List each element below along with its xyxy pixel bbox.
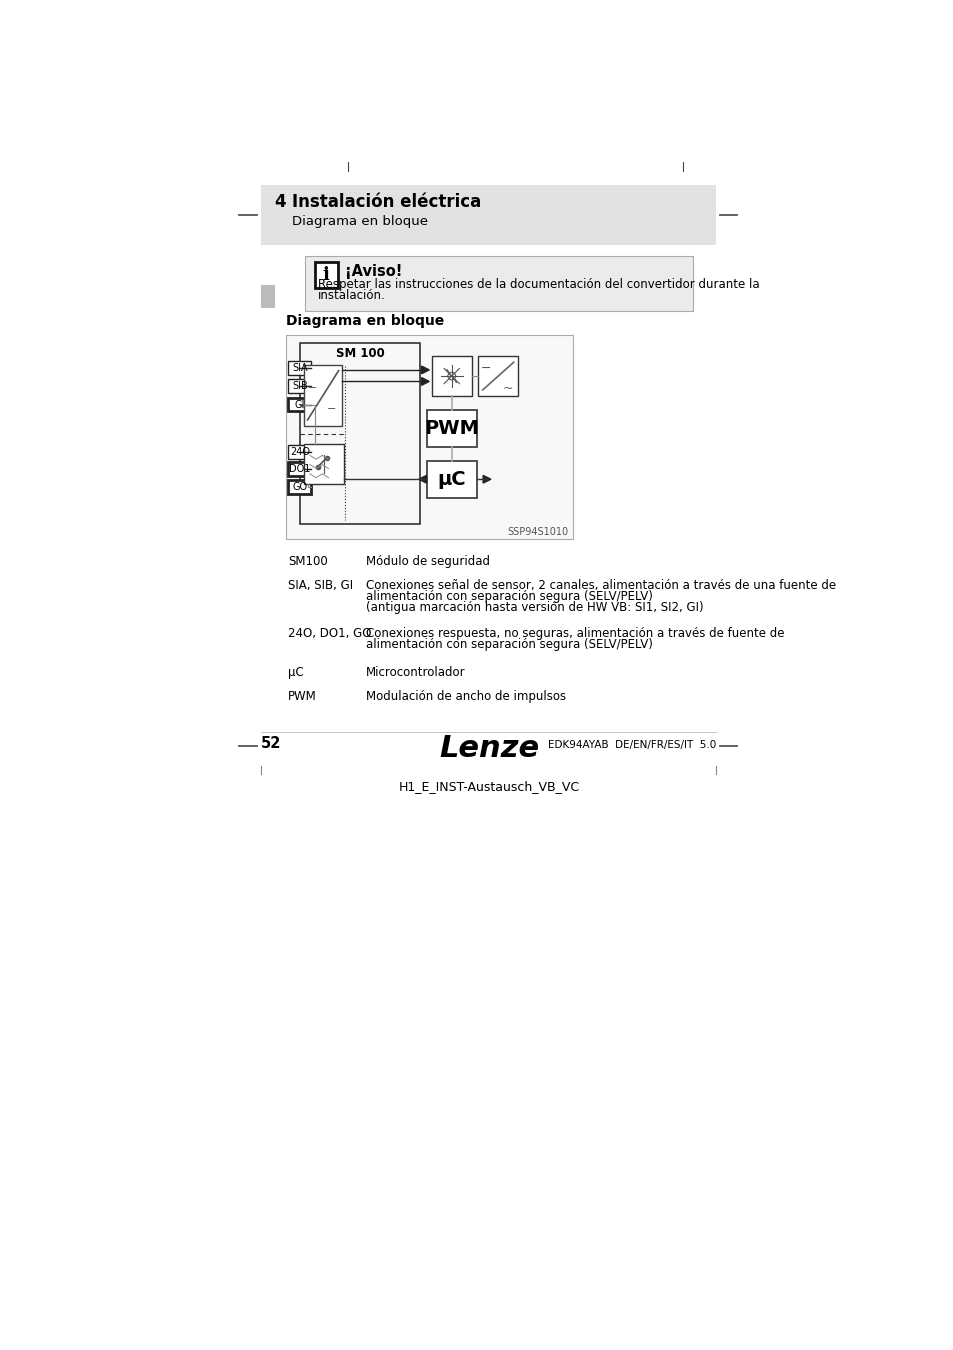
Text: H1_E_INST-Austausch_VB_VC: H1_E_INST-Austausch_VB_VC xyxy=(398,779,578,792)
Text: 4: 4 xyxy=(274,193,286,211)
Polygon shape xyxy=(418,475,426,483)
Bar xyxy=(303,364,342,427)
Text: PWM: PWM xyxy=(288,690,316,703)
Text: μC: μC xyxy=(437,470,466,489)
Bar xyxy=(286,335,572,539)
Text: μC: μC xyxy=(288,666,304,679)
Bar xyxy=(299,343,419,524)
Bar xyxy=(426,410,476,447)
Text: SIA, SIB, GI: SIA, SIB, GI xyxy=(288,579,353,593)
Bar xyxy=(288,379,311,393)
Text: alimentación con separación segura (SELV/PELV): alimentación con separación segura (SELV… xyxy=(365,637,652,651)
Text: Diagrama en bloque: Diagrama en bloque xyxy=(292,215,428,228)
Polygon shape xyxy=(421,366,429,374)
Bar xyxy=(426,460,476,498)
Text: GI: GI xyxy=(294,400,305,409)
Text: Conexiones respuesta, no seguras, alimentación a través de fuente de: Conexiones respuesta, no seguras, alimen… xyxy=(365,628,783,640)
Text: SIB: SIB xyxy=(292,381,308,392)
Text: DO1: DO1 xyxy=(289,464,310,474)
Text: Modulación de ancho de impulsos: Modulación de ancho de impulsos xyxy=(365,690,565,703)
Text: Módulo de seguridad: Módulo de seguridad xyxy=(365,555,489,568)
Text: Respetar las instrucciones de la documentación del convertidor durante la: Respetar las instrucciones de la documen… xyxy=(317,278,759,290)
Text: 24O: 24O xyxy=(290,447,310,458)
Text: (antigua marcación hasta versión de HW VB: SI1, SI2, GI): (antigua marcación hasta versión de HW V… xyxy=(365,601,702,614)
Bar xyxy=(288,360,311,374)
Text: Microcontrolador: Microcontrolador xyxy=(365,666,465,679)
Text: 52: 52 xyxy=(261,736,281,751)
Text: PWM: PWM xyxy=(424,418,478,437)
Text: −: − xyxy=(480,362,491,375)
Bar xyxy=(305,256,692,312)
Bar xyxy=(288,481,311,494)
Polygon shape xyxy=(482,475,491,483)
Text: SM 100: SM 100 xyxy=(335,347,384,360)
Bar xyxy=(288,446,311,459)
Text: alimentación con separación segura (SELV/PELV): alimentación con separación segura (SELV… xyxy=(365,590,652,603)
Text: Conexiones señal de sensor, 2 canales, alimentación a través de una fuente de: Conexiones señal de sensor, 2 canales, a… xyxy=(365,579,835,593)
Text: SM100: SM100 xyxy=(288,555,328,568)
Text: 24O, DO1, GO: 24O, DO1, GO xyxy=(288,628,372,640)
Bar xyxy=(314,262,337,288)
Bar xyxy=(288,398,311,412)
Bar xyxy=(261,185,716,246)
Text: Instalación eléctrica: Instalación eléctrica xyxy=(292,193,481,211)
Text: −: − xyxy=(327,404,336,414)
Text: −: − xyxy=(308,382,317,393)
Text: EDK94AYAB  DE/EN/FR/ES/IT  5.0: EDK94AYAB DE/EN/FR/ES/IT 5.0 xyxy=(547,740,716,749)
Text: instalación.: instalación. xyxy=(317,289,385,302)
Bar xyxy=(303,444,344,483)
Text: ~: ~ xyxy=(501,382,513,396)
Bar xyxy=(477,356,517,396)
Text: Diagrama en bloque: Diagrama en bloque xyxy=(286,315,444,328)
Bar xyxy=(261,285,274,308)
Text: GO: GO xyxy=(292,482,307,491)
Text: SSP94S1010: SSP94S1010 xyxy=(507,526,568,537)
Bar xyxy=(431,356,472,396)
Text: i: i xyxy=(322,266,330,283)
Bar xyxy=(288,462,311,477)
Text: ¡Aviso!: ¡Aviso! xyxy=(344,265,402,279)
Polygon shape xyxy=(421,378,429,385)
Text: SIA: SIA xyxy=(292,363,307,373)
Text: Lenze: Lenze xyxy=(438,734,538,763)
